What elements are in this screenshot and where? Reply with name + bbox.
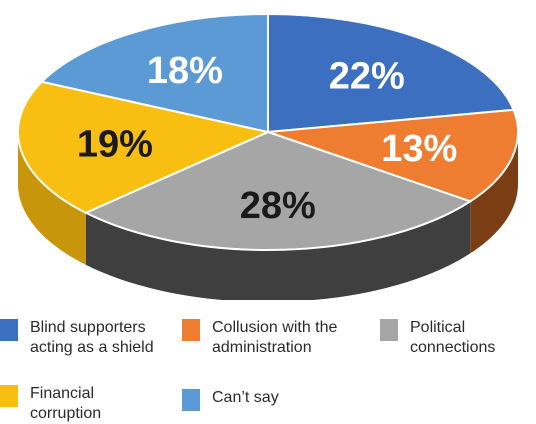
- legend-item-collusion: Collusion with the administration: [182, 318, 337, 358]
- data-label-can-t-say: 18%: [147, 50, 223, 92]
- pie-slice-blind-supporters-acting-as-a-shield: [267, 13, 515, 133]
- pie-slice-political-connections: [84, 131, 472, 251]
- legend-item-cant-say: Can’t say: [182, 388, 279, 411]
- legend-swatch: [182, 319, 200, 341]
- legend-label: Political connections: [410, 319, 496, 356]
- legend-label: Blind supporters acting as a shield: [30, 319, 154, 356]
- data-label-blind-supporters-acting-as-a-shield: 22%: [329, 56, 405, 98]
- legend-item-financial-corruption: Financial corruption: [0, 384, 101, 424]
- data-label-political-connections: 28%: [240, 185, 316, 227]
- legend-swatch: [182, 389, 200, 411]
- legend-label: Can’t say: [212, 389, 279, 406]
- legend-swatch: [0, 319, 18, 341]
- legend-item-blind-supporters: Blind supporters acting as a shield: [0, 318, 154, 358]
- legend-swatch: [380, 319, 398, 341]
- pie-side-financial-corruption: [18, 132, 86, 265]
- legend-label: Collusion with the administration: [212, 319, 338, 356]
- pie-slice-can-t-say: [40, 13, 269, 133]
- pie-chart: 22% 13% 28% 19% 18%: [17, 13, 519, 300]
- data-label-collusion-with-the-administration: 13%: [381, 128, 457, 170]
- legend-swatch: [0, 385, 18, 407]
- pie-slice-collusion-with-the-administration: [267, 108, 519, 203]
- legend-label: Financial corruption: [30, 385, 102, 422]
- pie-slice-financial-corruption: [17, 80, 269, 214]
- pie-side-collusion-with-the-administration: [470, 132, 518, 254]
- legend-item-political-connections: Political connections: [380, 318, 495, 358]
- data-label-financial-corruption: 19%: [77, 123, 153, 165]
